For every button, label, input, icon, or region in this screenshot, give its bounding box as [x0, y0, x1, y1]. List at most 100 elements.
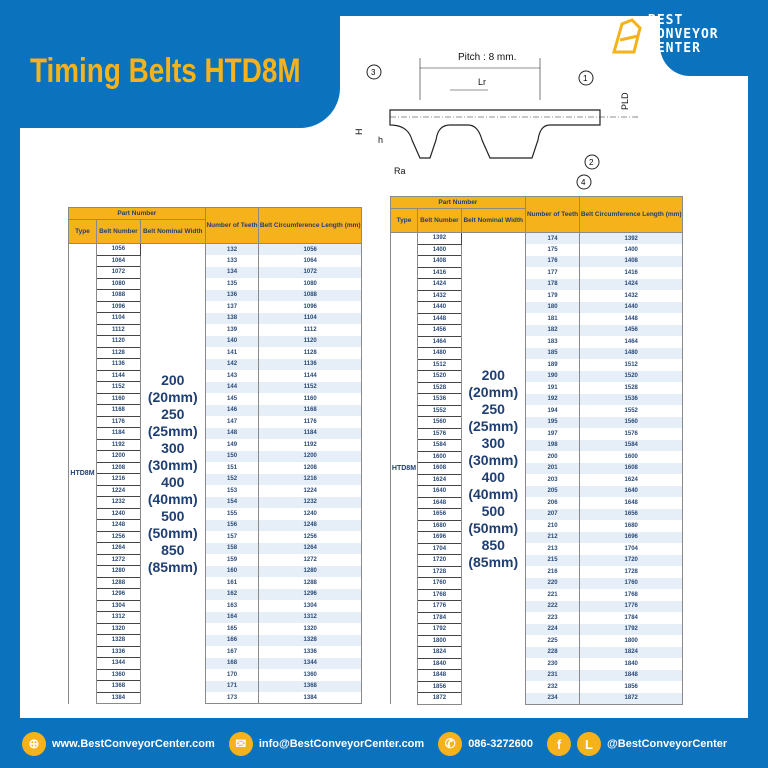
- line-icon[interactable]: L: [577, 732, 602, 756]
- width-option: (40mm): [468, 485, 519, 502]
- belt-number-cell: 1536: [416, 393, 462, 406]
- part-number-header: Part Number: [68, 207, 206, 220]
- teeth-cell: 200: [524, 451, 581, 463]
- teeth-cell: 163: [204, 600, 260, 612]
- teeth-cell: 160: [204, 565, 260, 577]
- circumference-cell: 1216: [258, 473, 362, 485]
- table-row: HTD8M 1392 200 (20mm) 250 (25mm) 300 (30mm) 400(…: [390, 232, 683, 704]
- circumference-cell: 1264: [258, 542, 362, 554]
- belt-number-cell: 1552: [416, 404, 462, 417]
- teeth-cell: 189: [524, 359, 581, 371]
- circumference-cell: 1112: [258, 324, 362, 336]
- circumference-cell: 1760: [579, 577, 683, 589]
- belt-number-cell: 1200: [95, 450, 141, 463]
- table-row: 1784 223 1784: [391, 611, 683, 624]
- belt-number-cell: 1680: [416, 519, 462, 532]
- belt-number-cell: 1768: [416, 588, 462, 601]
- teeth-cell: 144: [204, 381, 260, 393]
- belt-number-cell: 1824: [416, 646, 462, 659]
- belt-number-cell: 1160: [95, 392, 141, 405]
- circumference-cell: 1328: [258, 634, 362, 646]
- lr-label: Lr: [478, 77, 486, 87]
- teeth-cell: 198: [524, 439, 581, 451]
- table-row: 1072 134 1072: [69, 266, 362, 279]
- teeth-cell: 167: [204, 646, 260, 658]
- belt-number-cell: 1464: [416, 335, 462, 348]
- teeth-cell: 162: [204, 588, 260, 600]
- belt-number-cell: 1848: [416, 669, 462, 682]
- table-row: 1304 163 1304: [69, 599, 362, 612]
- teeth-cell: 207: [524, 508, 581, 520]
- table-row: 1456 182 1456: [391, 324, 683, 337]
- circumference-cell: 1072: [258, 266, 362, 278]
- table-row: 1416 177 1416: [391, 266, 683, 279]
- teeth-cell: 183: [524, 336, 581, 348]
- teeth-cell: 223: [524, 612, 581, 624]
- belt-number-cell: 1760: [416, 577, 462, 590]
- table-row: 1856 232 1856: [391, 680, 683, 693]
- belt-number-cell: 1344: [95, 657, 141, 670]
- pld-label: PLD: [620, 92, 630, 110]
- circumference-cell: 1184: [258, 427, 362, 439]
- circumference-cell: 1128: [258, 347, 362, 359]
- teeth-cell: 232: [524, 681, 581, 693]
- teeth-cell: 157: [204, 531, 260, 543]
- circumference-cell: 1280: [258, 565, 362, 577]
- facebook-icon[interactable]: f: [547, 732, 572, 756]
- phone-number[interactable]: 086-3272600: [468, 738, 534, 750]
- belt-number-cell: 1696: [416, 531, 462, 544]
- teeth-cell: 210: [524, 520, 581, 532]
- belt-number-cell: 1368: [95, 680, 141, 693]
- belt-number-header: Belt Number: [416, 208, 462, 233]
- table-row: 1176 147 1176: [69, 415, 362, 428]
- table-row: 1328 166 1328: [69, 634, 362, 647]
- belt-number-cell: 1704: [416, 542, 462, 555]
- teeth-cell: 191: [524, 382, 581, 394]
- circumference-cell: 1840: [579, 658, 683, 670]
- belt-number-cell: 1448: [416, 312, 462, 325]
- email-link[interactable]: info@BestConveyorCenter.com: [258, 738, 425, 750]
- belt-number-cell: 1640: [416, 485, 462, 498]
- belt-number-cell: 1584: [416, 439, 462, 452]
- nominal-width-header: Belt Nominal Width: [139, 219, 206, 244]
- belt-number-cell: 1248: [95, 519, 141, 532]
- website-link[interactable]: www.BestConveyorCenter.com: [52, 738, 215, 750]
- belt-number-cell: 1400: [416, 243, 462, 256]
- belt-number-cell: 1072: [95, 266, 141, 279]
- belt-number-cell: 1600: [416, 450, 462, 463]
- teeth-cell: 225: [524, 635, 581, 647]
- table-row: 1136 142 1136: [69, 358, 362, 371]
- teeth-cell: 176: [524, 255, 581, 267]
- circumference-cell: 1720: [579, 554, 683, 566]
- width-option: 850: [481, 536, 505, 553]
- table-row: 1104 138 1104: [69, 312, 362, 325]
- table-row: 1360 170 1360: [69, 668, 362, 681]
- belt-number-cell: 1560: [416, 416, 462, 429]
- social-handle[interactable]: @BestConveyorCenter: [607, 738, 728, 750]
- table-row: 1112 139 1112: [69, 323, 362, 336]
- circumference-cell: 1520: [579, 370, 683, 382]
- circumference-cell: 1080: [258, 278, 362, 290]
- circumference-cell: 1440: [579, 301, 683, 313]
- circumference-cell: 1384: [258, 692, 362, 704]
- circumference-cell: 1800: [579, 635, 683, 647]
- belt-table-right: Part Number Number of Teeth Belt Circumfer…: [390, 196, 683, 705]
- circumference-cell: 1336: [258, 646, 362, 658]
- table-row: 1704 213 1704: [391, 542, 683, 555]
- circumference-cell: 1088: [258, 289, 362, 301]
- table-row: 1200 150 1200: [69, 450, 362, 463]
- nominal-width-cell: 200 (20mm) 250 (25mm) 300 (30mm) 400 (40mm) 500(…: [460, 232, 526, 704]
- belt-number-cell: 1648: [416, 496, 462, 509]
- teeth-cell: 179: [524, 290, 581, 302]
- belt-number-cell: 1456: [416, 324, 462, 337]
- belt-number-cell: 1576: [416, 427, 462, 440]
- table-row: 1320 165 1320: [69, 622, 362, 635]
- callout-2: 2: [589, 158, 594, 167]
- teeth-cell: 152: [204, 473, 260, 485]
- circumference-cell: 1824: [579, 646, 683, 658]
- table-row: 1824 228 1824: [391, 646, 683, 659]
- belt-number-cell: 1280: [95, 565, 141, 578]
- table-row: 1560 195 1560: [391, 416, 683, 429]
- width-option: 500: [161, 507, 185, 524]
- teeth-cell: 161: [204, 577, 260, 589]
